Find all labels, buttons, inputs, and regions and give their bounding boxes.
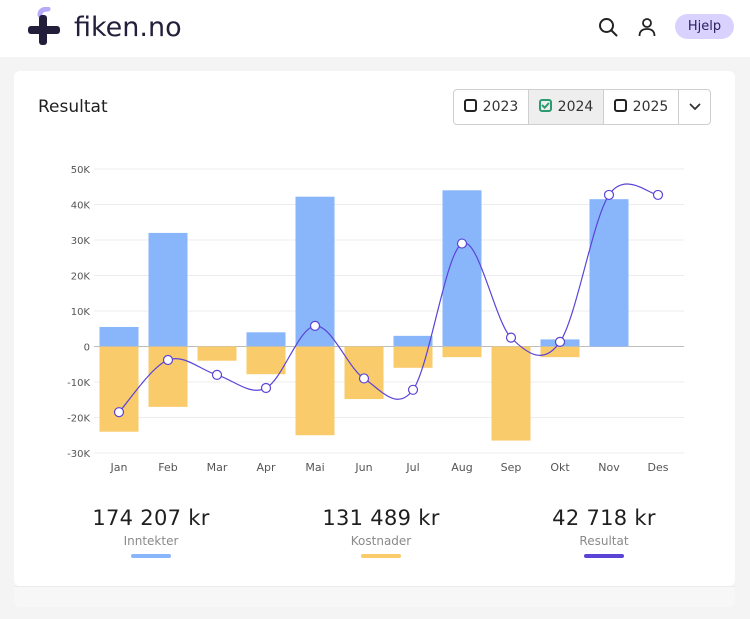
year-2023-toggle[interactable]: 2023: [454, 90, 529, 124]
x-tick-label: Des: [648, 461, 669, 474]
chevron-down-icon: [689, 103, 700, 111]
result-point: [652, 189, 664, 201]
year-2024-toggle[interactable]: 2024: [529, 90, 604, 124]
summary-label: Inntekter: [123, 534, 179, 548]
y-tick-label: 40K: [71, 201, 91, 212]
logo[interactable]: fiken.no: [26, 6, 182, 48]
year-2025-toggle[interactable]: 2025: [604, 90, 679, 124]
checkbox-empty-icon: [613, 98, 627, 116]
x-tick-label: Jun: [354, 461, 372, 474]
result-card: Resultat 2023 2024 2025: [14, 71, 735, 586]
y-tick-label: 50K: [71, 165, 91, 176]
summary-income: 174 207 kr Inntekter: [41, 506, 261, 558]
summary-costs: 131 489 kr Kostnader: [271, 506, 491, 558]
checkbox-empty-icon: [463, 98, 477, 116]
cost-bar: [442, 346, 482, 358]
x-tick-label: Nov: [598, 461, 620, 474]
result-point: [260, 382, 272, 394]
result-line: [118, 183, 659, 413]
cost-bar: [246, 346, 286, 375]
year-label: 2023: [482, 99, 519, 115]
top-bar: fiken.no Hjelp: [0, 0, 750, 57]
x-tick-label: Jul: [405, 461, 419, 474]
x-tick-label: Feb: [158, 461, 177, 474]
card-footer: [14, 586, 735, 607]
result-point: [358, 373, 370, 384]
summary-color-bar: [584, 554, 624, 558]
income-bar: [148, 232, 188, 347]
summary-label: Kostnader: [350, 534, 412, 548]
result-chart: 50K 40K 30K 20K 10K 0 -10K -20K -30K Jan Feb Mar Apr…: [67, 165, 684, 474]
y-tick-label: 10K: [71, 307, 91, 318]
result-point: [554, 336, 566, 347]
cost-bar: [491, 346, 531, 441]
y-tick-label: 20K: [71, 272, 91, 283]
x-tick-label: Jan: [110, 461, 128, 474]
x-tick-label: Apr: [256, 461, 276, 474]
income-bar: [246, 332, 286, 347]
year-label: 2025: [632, 99, 669, 115]
result-point: [456, 238, 468, 249]
user-icon: [638, 18, 656, 37]
cost-bar: [197, 346, 237, 361]
result-point: [211, 369, 223, 380]
cost-bar: [540, 346, 580, 358]
x-tick-label: Aug: [451, 461, 472, 474]
card-title: Resultat: [38, 97, 108, 117]
summary-value: 131 489 kr: [322, 506, 440, 530]
income-bar: [442, 190, 482, 347]
user-button[interactable]: [634, 14, 660, 40]
summary-color-bar: [361, 554, 401, 558]
search-icon: [599, 18, 618, 37]
result-point: [113, 407, 125, 418]
summary-value: 174 207 kr: [92, 506, 210, 530]
search-button[interactable]: [595, 14, 621, 40]
result-point: [407, 384, 419, 395]
y-tick-label: 30K: [71, 236, 91, 247]
year-selector: 2023 2024 2025: [453, 89, 711, 125]
cost-bar: [295, 346, 335, 436]
year-label: 2024: [557, 99, 594, 115]
x-tick-label: Sep: [501, 461, 522, 474]
help-button[interactable]: Hjelp: [675, 14, 734, 39]
result-point: [162, 354, 174, 366]
checkbox-checked-icon: [538, 98, 552, 116]
summary-color-bar: [131, 554, 171, 558]
summary-value: 42 718 kr: [552, 506, 656, 530]
result-point: [603, 189, 615, 201]
income-bar: [99, 326, 139, 347]
result-point: [309, 320, 321, 332]
y-tick-label: -20K: [67, 414, 90, 425]
income-bar: [589, 199, 629, 347]
summary-label: Resultat: [579, 534, 629, 548]
year-dropdown-button[interactable]: [679, 90, 710, 124]
fiken-logo-icon: [28, 7, 60, 45]
x-tick-label: Mar: [207, 461, 228, 474]
result-point: [505, 332, 517, 343]
cost-bar: [344, 346, 384, 400]
y-tick-label: 0: [84, 343, 90, 354]
logo-text: fiken.no: [74, 11, 182, 43]
y-tick-label: -10K: [67, 378, 90, 389]
x-tick-label: Okt: [550, 461, 570, 474]
income-bar: [393, 335, 433, 347]
cost-bar: [393, 346, 433, 368]
cost-bar: [99, 346, 139, 432]
x-tick-label: Mai: [305, 461, 324, 474]
y-tick-label: -30K: [67, 449, 90, 460]
summary-result: 42 718 kr Resultat: [494, 506, 714, 558]
